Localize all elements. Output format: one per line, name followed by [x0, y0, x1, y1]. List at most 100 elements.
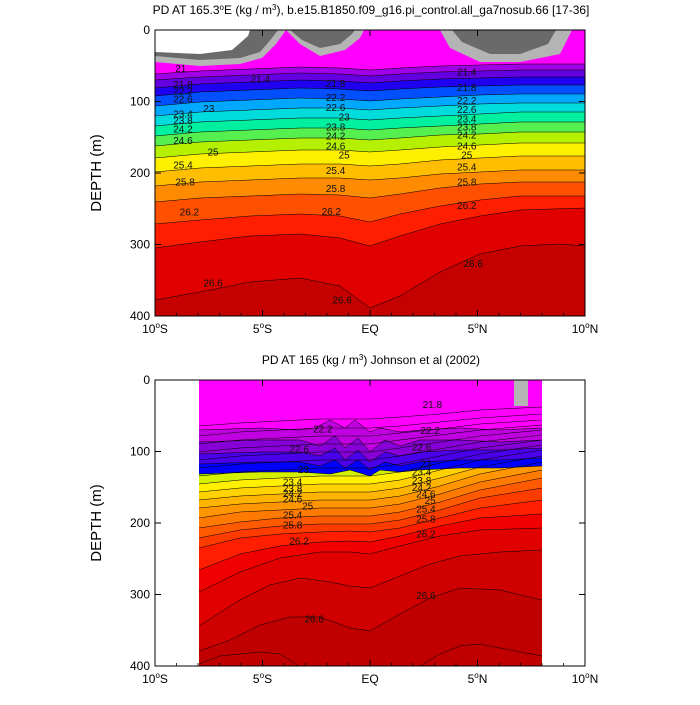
contour-label: 24.6 [283, 495, 303, 506]
model-y-axis-label: DEPTH (m) [88, 134, 105, 212]
white-region [155, 30, 250, 54]
contour-label: 21.8 [326, 79, 346, 90]
contour-label-text: 26.6 [332, 295, 352, 306]
contour-label: 25.8 [457, 177, 477, 188]
contour-label-text: 23.8 [457, 122, 477, 133]
contour-label-text: 21 [175, 64, 187, 75]
contour-label: 23.4 [457, 115, 477, 126]
contour-label-text: 25.8 [326, 184, 346, 195]
obs-contour-field: 21.822.2 22.222.6 22.6232323.423.423.823.8… [198, 370, 543, 666]
band-25.4 [155, 182, 585, 224]
contour-label: 23.8 [283, 484, 303, 495]
x-tick-label: 10oN [572, 671, 598, 686]
band-25 [155, 170, 585, 202]
contour-label: 25.4 [416, 505, 436, 516]
model-panel-title: PD AT 165.3oE (kg / m3), b.e15.B1850.f09… [153, 3, 590, 17]
contour-label: 21.8 [173, 80, 193, 91]
contour-label-text: 22.6 [412, 442, 432, 453]
band-24.8 [199, 450, 542, 500]
contour-label-text: 25 [425, 496, 437, 507]
band-21.8 [155, 85, 585, 106]
contour-label-text: 26.2 [416, 530, 436, 541]
contour-label: 22.2 [420, 426, 440, 437]
contour-label-text: 21.8 [457, 83, 477, 94]
contour-label: 25.8 [175, 177, 195, 188]
band-24.6 [155, 156, 585, 186]
contour-label: 26.2 [457, 201, 477, 212]
contour-label: 24.2 [283, 489, 303, 500]
contour-label: 25 [339, 150, 351, 161]
model-contour-field: 2121.421.822.222.62323.423.824.224.62525… [155, 30, 585, 316]
contour-label: 25.8 [326, 184, 346, 195]
contour-label-text: 24.2 [283, 489, 303, 500]
contour-label-text: 24.2 [326, 132, 346, 143]
contour-label: 21.4 [251, 74, 271, 85]
x-tick-label: 10oS [142, 321, 168, 336]
contour-label-text: 26.2 [457, 201, 477, 212]
contour-label: 23.8 [412, 476, 432, 487]
contour-label: 25 [461, 150, 473, 161]
x-tick-label: 10oN [572, 321, 598, 336]
contour-label-text: 25.4 [173, 160, 193, 171]
contour-label-text: 25 [207, 147, 219, 158]
contour-label: 21.4 [457, 67, 477, 78]
contour-label-text: 22.6 [326, 103, 346, 114]
band-24.6 [199, 445, 542, 492]
contour-label-text: 25.4 [416, 505, 436, 516]
contour-label-text: 22.2 [313, 424, 333, 435]
contour-label: 26.2 [289, 537, 309, 548]
contour-label: 21.8 [423, 400, 443, 411]
contour-label: 23 [420, 460, 432, 471]
contour-label: 24.6 [173, 136, 193, 147]
contour-label-text: 23.4 [173, 110, 193, 121]
contour-label-text: 26.2 [180, 207, 200, 218]
contour-label: 25.4 [457, 162, 477, 173]
dark-region-mid [290, 30, 355, 48]
contour-label: 23.8 [457, 122, 477, 133]
contour-label: 22.6 [457, 105, 477, 116]
contour-label-text: 25 [302, 502, 314, 513]
contour-label: 23 [298, 465, 310, 476]
band-22.2-obs [199, 458, 542, 476]
contour-label-text: 25.8 [416, 515, 436, 526]
contour-label-text: 22.6 [289, 445, 309, 456]
band-21.2 [155, 64, 585, 80]
band-21.6 [199, 370, 542, 380]
contour-label-text: 24.6 [326, 142, 346, 153]
x-tick-label: 10oS [142, 671, 168, 686]
band-surface-obs [199, 380, 542, 432]
contour-label-text: 26.6 [203, 278, 223, 289]
contour-label-text: 23 [203, 104, 215, 115]
contour-label-text: 26.2 [289, 537, 309, 548]
model-contour-lines [155, 63, 585, 309]
contour-label: 22.2 [313, 424, 333, 435]
contour-label: 23.8 [173, 116, 193, 127]
contour-label: 24.2 [326, 132, 346, 143]
x-tick-label: EQ [361, 322, 378, 336]
contour-label-text: 26.6 [416, 591, 436, 602]
contour-label-text: 22.2 [173, 87, 193, 98]
contour-label-text: 23.8 [283, 484, 303, 495]
contour-label: 25.4 [173, 160, 193, 171]
contour-label: 24.6 [326, 142, 346, 153]
contour-label: 22.2 [457, 96, 477, 107]
obs-contour-lines [198, 406, 543, 666]
contour-label-text: 26.6 [463, 259, 483, 270]
contour-label: 26.2 [180, 207, 200, 218]
x-tick-label: 5oS [253, 671, 272, 686]
contour-label-text: 23.8 [173, 116, 193, 127]
contour-label: 24.2 [412, 483, 432, 494]
contour-label: 25 [302, 502, 314, 513]
contour-label-text: 22.2 [420, 426, 440, 437]
contour-label: 23 [203, 104, 215, 115]
contour-label: 23.8 [326, 122, 346, 133]
contour-label-text: 21.8 [326, 79, 346, 90]
contour-label-text: 22.6 [173, 95, 193, 106]
contour-label-text: 25.4 [457, 162, 477, 173]
obs-y-axis-label: DEPTH (m) [88, 484, 105, 562]
contour-label-text: 25.8 [457, 177, 477, 188]
contour-label-text: 23.4 [283, 477, 303, 488]
contour-label: 23.4 [412, 467, 432, 478]
contour-label-text: 24.6 [173, 136, 193, 147]
contour-label: 21 [175, 64, 187, 75]
